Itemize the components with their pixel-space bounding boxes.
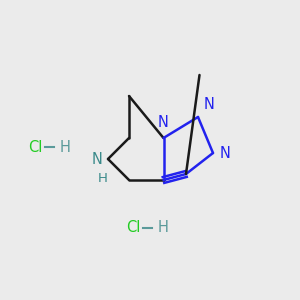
Text: Cl: Cl bbox=[28, 140, 43, 154]
Text: Cl: Cl bbox=[126, 220, 140, 236]
Text: H: H bbox=[158, 220, 168, 236]
Text: N: N bbox=[158, 116, 169, 130]
Text: N: N bbox=[92, 152, 103, 166]
Text: N: N bbox=[220, 146, 230, 160]
Text: H: H bbox=[60, 140, 71, 154]
Text: N: N bbox=[203, 97, 214, 112]
Text: H: H bbox=[98, 172, 107, 184]
